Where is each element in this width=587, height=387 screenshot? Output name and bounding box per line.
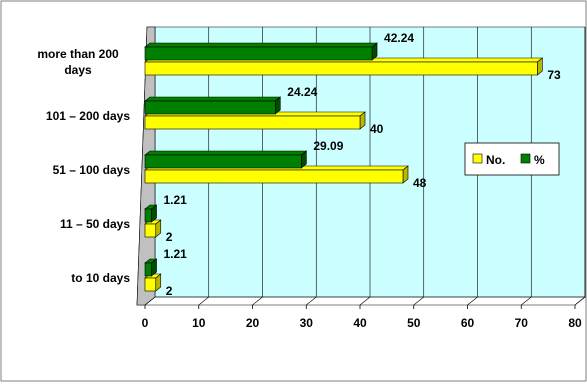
x-tick-label: 50 — [407, 316, 421, 330]
floor-line — [467, 296, 478, 306]
x-tick-label: 40 — [353, 316, 367, 330]
x-tick-label: 20 — [246, 316, 260, 330]
data-label: 1.21 — [164, 247, 188, 261]
legend-label: No. — [486, 153, 505, 167]
data-label: 40 — [370, 122, 384, 136]
bar — [144, 115, 361, 130]
data-label: 2 — [166, 284, 173, 298]
bar — [144, 208, 152, 223]
category-label: more than 200 — [37, 47, 119, 61]
category-label: days — [64, 63, 92, 77]
floor-line — [198, 296, 209, 306]
legend: No.% — [464, 142, 560, 176]
data-label: 1.21 — [164, 193, 188, 207]
x-tick-label: 0 — [142, 316, 149, 330]
x-tick-label: 70 — [515, 316, 529, 330]
legend-label: % — [534, 153, 545, 167]
floor-line — [359, 296, 371, 306]
bar — [144, 262, 152, 277]
data-label: 42.24 — [384, 31, 414, 45]
labels: 0 10 20 30 40 50 60 70 80 2 1.21 to 10 days 2 1.21 11 … — [37, 31, 582, 330]
bar-top — [144, 42, 378, 48]
x-tick-label: 80 — [568, 316, 582, 330]
bar — [144, 277, 157, 292]
category-label: 11 – 50 days — [60, 217, 130, 231]
x-tick-label: 10 — [192, 316, 206, 330]
bar — [144, 46, 373, 61]
data-label: 29.09 — [313, 139, 343, 153]
bars — [144, 42, 544, 292]
bar — [144, 223, 157, 238]
legend-swatch — [520, 153, 531, 164]
category-label: 51 – 100 days — [53, 163, 131, 177]
floor-line — [413, 296, 424, 306]
bar-top — [144, 96, 282, 102]
data-label: 73 — [547, 68, 561, 82]
data-label: 2 — [166, 230, 173, 244]
data-label: 24.24 — [287, 85, 317, 99]
x-tick-label: 30 — [300, 316, 314, 330]
category-label: to 10 days — [71, 271, 130, 285]
data-label: 48 — [413, 176, 427, 190]
bar-top — [144, 150, 308, 156]
bar — [144, 154, 302, 169]
floor-line — [521, 296, 532, 306]
floor-line — [252, 296, 263, 306]
bar — [144, 100, 276, 115]
category-label: 101 – 200 days — [46, 109, 130, 123]
x-tick-label: 60 — [461, 316, 475, 330]
bar — [144, 61, 538, 76]
bar — [144, 169, 404, 184]
floor-line — [306, 296, 317, 306]
legend-swatch — [472, 153, 483, 164]
